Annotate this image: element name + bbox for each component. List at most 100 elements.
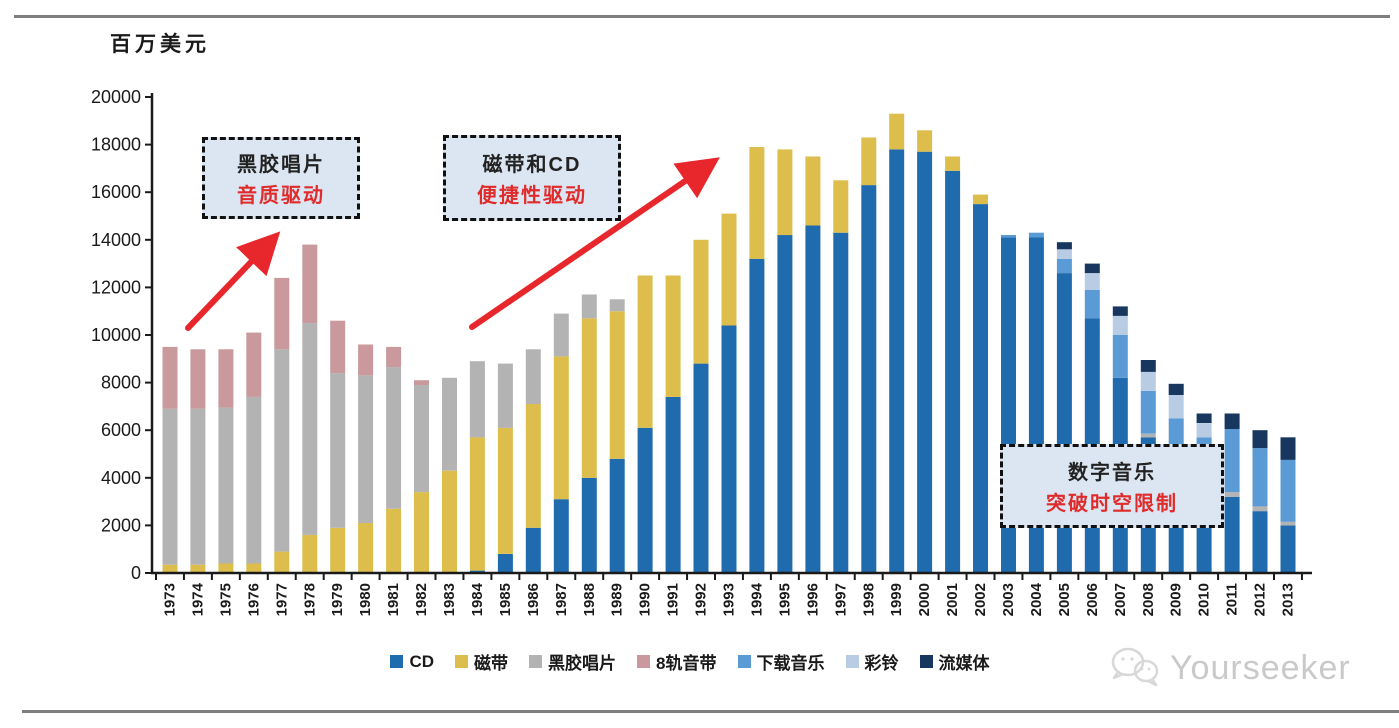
bar-segment-1987 <box>553 499 569 573</box>
watermark-text: Yourseeker <box>1170 648 1351 687</box>
bar-segment-1988 <box>581 477 597 573</box>
legend-label-4: 下载音乐 <box>756 654 825 673</box>
legend-item-4: 下载音乐 <box>737 649 825 674</box>
bar-segment-1987 <box>553 356 569 500</box>
bar-segment-1983 <box>442 470 457 573</box>
bar-segment-2005 <box>1056 273 1072 573</box>
bar-segment-1977 <box>274 349 290 552</box>
bar-segment-1984 <box>469 361 485 438</box>
bar-segment-1988 <box>581 294 597 319</box>
y-axis-unit-label: 百万美元 <box>110 33 210 56</box>
watermark: Yourseeker <box>1108 645 1351 691</box>
annotation-box-cassette-cd: 磁带和CD 便捷性驱动 <box>443 135 621 221</box>
bar-segment-2008 <box>1140 390 1156 434</box>
legend-item-6: 流媒体 <box>919 649 990 674</box>
bar-segment-1990 <box>637 427 653 573</box>
bar-segment-1973 <box>162 346 178 409</box>
bar-segment-1976 <box>246 332 262 397</box>
bar-segment-2012 <box>1252 430 1268 449</box>
legend-swatch-6 <box>919 655 933 668</box>
bar-segment-2006 <box>1084 263 1100 274</box>
bar-segment-1981 <box>386 367 402 509</box>
x-tick-label-1998: 1998 <box>860 583 877 616</box>
y-tick-label: 2000 <box>101 515 141 535</box>
x-tick-label-1996: 1996 <box>804 583 821 616</box>
bar-segment-2002 <box>973 204 988 573</box>
x-tick-label-2004: 2004 <box>1028 582 1045 616</box>
bar-segment-1993 <box>721 213 737 326</box>
x-tick-label-1983: 1983 <box>441 583 458 616</box>
bar-segment-1981 <box>386 508 402 573</box>
bar-segment-1982 <box>414 380 429 385</box>
annotation-cassette-cd-subtitle: 便捷性驱动 <box>477 185 587 207</box>
bar-segment-1990 <box>637 275 653 428</box>
legend-label-0: CD <box>409 651 435 671</box>
y-tick-label: 8000 <box>101 373 141 393</box>
x-tick-label-1997: 1997 <box>832 583 849 616</box>
annotation-digital-title: 数字音乐 <box>1068 462 1156 484</box>
bar-segment-2011 <box>1224 492 1240 497</box>
legend-swatch-3 <box>637 655 651 668</box>
bar-segment-1982 <box>414 492 429 573</box>
legend-swatch-0 <box>390 655 404 668</box>
bar-segment-2005 <box>1056 249 1072 259</box>
bar-segment-2008 <box>1140 433 1156 438</box>
bar-segment-1980 <box>358 523 374 573</box>
bar-segment-1979 <box>330 320 346 374</box>
x-tick-label-2013: 2013 <box>1280 583 1297 616</box>
bar-segment-1976 <box>246 563 262 573</box>
legend-swatch-1 <box>455 655 469 668</box>
x-tick-label-1986: 1986 <box>525 583 542 616</box>
bar-segment-1986 <box>525 404 541 528</box>
bar-segment-2005 <box>1056 258 1072 274</box>
legend-label-3: 8轨音带 <box>656 654 717 673</box>
y-tick-label: 10000 <box>91 325 141 345</box>
bar-segment-1994 <box>749 258 765 573</box>
x-tick-label-1976: 1976 <box>245 583 262 616</box>
bar-segment-2007 <box>1112 316 1128 335</box>
bar-segment-2013 <box>1280 437 1296 460</box>
bar-segment-2001 <box>945 170 961 574</box>
bar-segment-2001 <box>945 156 961 171</box>
x-tick-label-2007: 2007 <box>1112 583 1129 616</box>
bar-segment-2013 <box>1280 521 1296 526</box>
bar-segment-1997 <box>833 232 849 573</box>
annotation-vinyl-title: 黑胶唱片 <box>237 154 325 176</box>
axes-group: 0 2000 4000 6000 8000 10000 12000 14000 16000 180… <box>91 87 1312 616</box>
bar-segment-1981 <box>386 346 402 368</box>
bar-segment-2006 <box>1084 289 1100 319</box>
bar-segment-2013 <box>1280 525 1296 573</box>
bar-segment-1976 <box>246 396 262 564</box>
bar-segment-2008 <box>1140 371 1156 391</box>
bar-segment-1975 <box>218 407 234 564</box>
x-tick-label-1990: 1990 <box>637 583 654 616</box>
wechat-bubbles-icon <box>1111 647 1159 687</box>
bar-segment-2011 <box>1224 496 1240 573</box>
bar-segment-2010 <box>1196 413 1212 423</box>
legend-label-2: 黑胶唱片 <box>548 654 617 673</box>
bar-segment-1992 <box>693 363 709 573</box>
y-tick-label: 16000 <box>91 182 141 202</box>
bar-segment-1974 <box>190 564 206 573</box>
bar-segment-2000 <box>917 130 933 152</box>
annotation-box-vinyl: 黑胶唱片 音质驱动 <box>202 137 360 219</box>
legend-swatch-5 <box>845 655 859 668</box>
bar-segment-1975 <box>218 349 234 408</box>
legend-item-5: 彩铃 <box>845 649 899 674</box>
x-tick-label-2002: 2002 <box>972 583 989 616</box>
bar-segment-1977 <box>274 551 290 573</box>
legend-item-2: 黑胶唱片 <box>529 649 616 674</box>
x-tick-label-2012: 2012 <box>1252 583 1269 616</box>
bar-segment-2002 <box>973 194 988 205</box>
bar-segment-2012 <box>1252 506 1268 512</box>
bar-segment-1977 <box>274 277 290 350</box>
y-tick-label: 4000 <box>101 468 141 488</box>
legend-swatch-4 <box>737 655 751 668</box>
bar-segment-1985 <box>497 554 513 573</box>
chart-legend: CD 磁带 黑胶唱片 8轨音带 下载音乐 彩铃 流媒体 <box>160 649 1220 674</box>
y-tick-label: 18000 <box>91 135 141 155</box>
x-tick-label-2003: 2003 <box>1000 583 1017 616</box>
x-tick-label-1982: 1982 <box>413 583 430 616</box>
